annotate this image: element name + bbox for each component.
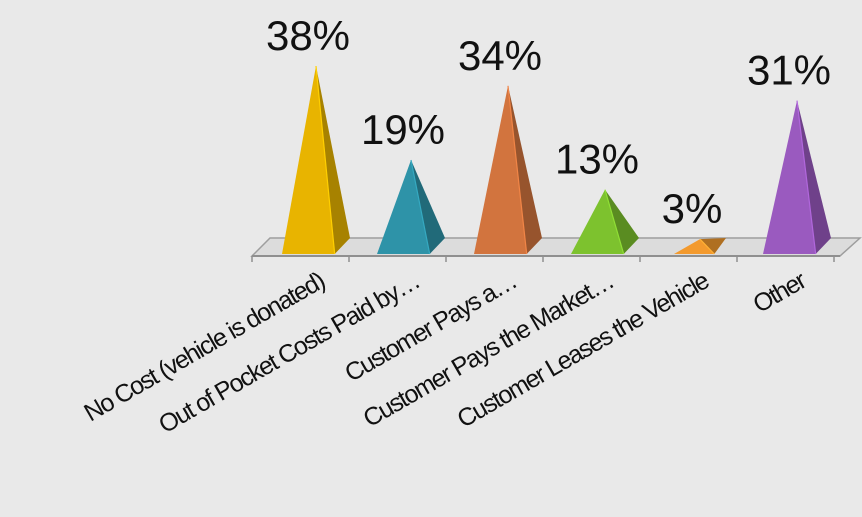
category-labels: No Cost (vehicle is donated)Out of Pocke…	[79, 266, 811, 439]
bar-front-face	[474, 85, 527, 254]
bar-edge	[796, 100, 817, 255]
bar-front-face	[282, 66, 335, 254]
data-label-1: 19%	[361, 106, 445, 153]
bar-edge	[507, 85, 528, 255]
bar-side-face	[700, 238, 726, 254]
category-label-5: Other	[748, 266, 811, 318]
data-label-3: 13%	[555, 136, 639, 183]
bar-front-face	[674, 239, 715, 254]
bar-0	[282, 65, 350, 255]
data-label-0: 38%	[266, 12, 350, 59]
data-label-2: 34%	[458, 32, 542, 79]
data-label-4: 3%	[662, 185, 723, 232]
bar-side-face	[316, 66, 350, 254]
bar-2	[474, 85, 542, 255]
bar-side-face	[508, 85, 542, 254]
bar-edge	[410, 159, 431, 255]
bar-edge	[315, 65, 336, 255]
bar-front-face	[571, 189, 624, 254]
data-label-5: 31%	[747, 47, 831, 94]
bar-edge	[604, 189, 625, 255]
bar-3	[571, 189, 639, 255]
bar-edge	[699, 238, 715, 255]
bar-front-face	[763, 100, 816, 254]
bar-front-face	[377, 160, 430, 254]
bars	[282, 65, 831, 255]
bar-1	[377, 159, 445, 255]
bar-side-face	[411, 160, 445, 254]
bar-side-face	[605, 189, 639, 254]
bar-side-face	[797, 100, 831, 254]
bar-5	[763, 100, 831, 255]
data-labels: 38%19% 34% 13% 3% 31%	[266, 12, 831, 232]
bar-4	[674, 238, 726, 255]
